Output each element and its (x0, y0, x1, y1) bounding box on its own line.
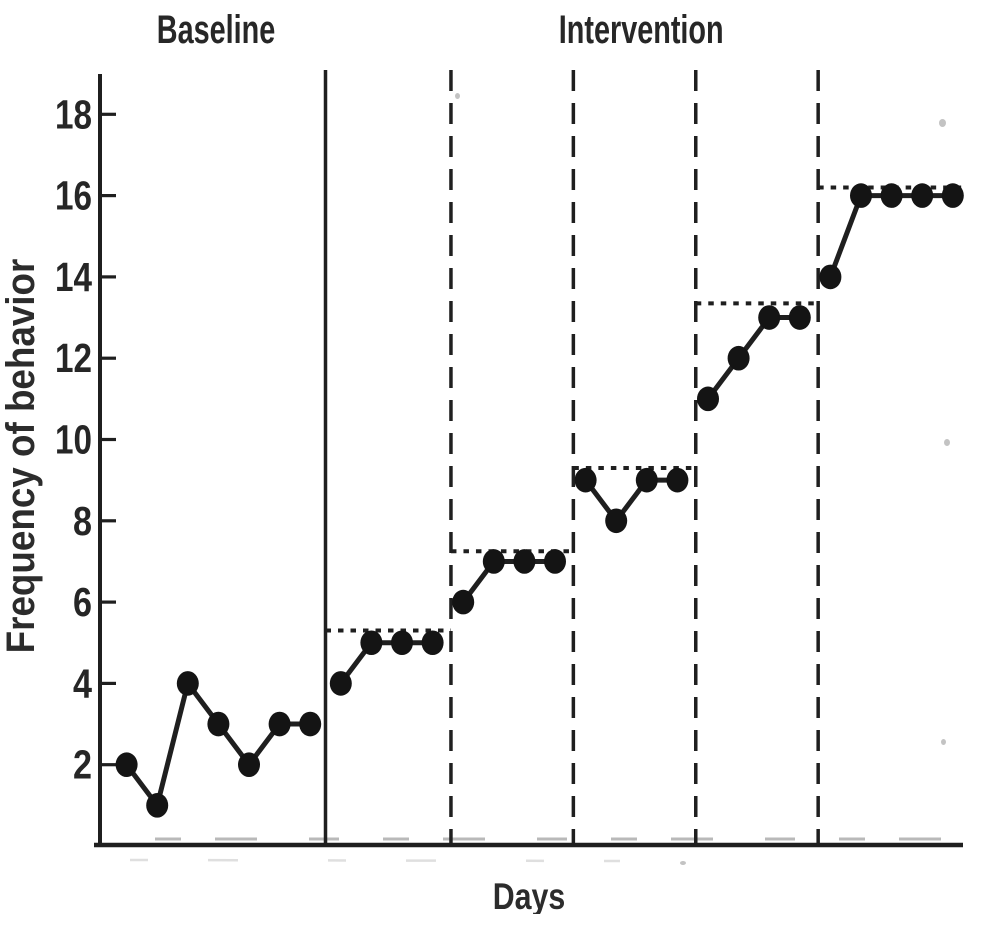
scan-speck (939, 119, 946, 127)
data-point (268, 711, 291, 737)
y-tick-label: 8 (73, 498, 92, 544)
scan-artifact-line (129, 858, 621, 863)
data-point (544, 549, 566, 574)
data-point (635, 467, 658, 493)
y-tick-label: 12 (55, 335, 92, 381)
data-point (850, 183, 872, 208)
data-point (482, 549, 505, 574)
data-point (697, 386, 719, 412)
data-point (176, 671, 199, 696)
phase-label-baseline: Baseline (156, 8, 276, 52)
data-point (146, 793, 169, 818)
y-axis-title: Frequency of behavior (0, 258, 43, 654)
data-point (391, 630, 413, 656)
data-point (360, 630, 383, 656)
data-point (758, 305, 781, 330)
scan-speck (680, 861, 686, 865)
y-tick-label: 14 (55, 254, 92, 300)
scan-speck (941, 739, 946, 745)
data-series-line (124, 680, 313, 808)
data-series-line (705, 315, 803, 402)
scan-speck (944, 439, 950, 446)
data-point (788, 305, 811, 330)
data-point (329, 671, 352, 696)
data-point (819, 264, 842, 290)
data-point (666, 467, 689, 493)
phase-label-intervention: Intervention (558, 8, 724, 52)
data-point (207, 711, 230, 737)
y-tick-label: 16 (55, 173, 92, 219)
data-series-line (338, 640, 436, 686)
data-series-line (460, 558, 558, 605)
y-tick-label: 18 (55, 91, 92, 137)
y-tick-label: 10 (55, 417, 92, 463)
data-point (238, 752, 260, 777)
data-point (115, 752, 138, 777)
data-point (299, 711, 322, 737)
y-tick-label: 4 (73, 660, 92, 706)
x-axis-title-clip: Days (444, 876, 614, 914)
data-point (880, 183, 903, 208)
data-point (941, 183, 964, 208)
y-tick-label: 2 (73, 742, 92, 788)
data-point (421, 630, 444, 656)
y-tick-label: 6 (73, 579, 92, 625)
data-series-line (583, 477, 680, 524)
scan-speck (455, 93, 460, 99)
data-point (452, 589, 475, 615)
x-axis-title: Days (492, 876, 566, 914)
data-point (574, 467, 597, 493)
data-point (727, 345, 750, 371)
data-point (605, 508, 628, 534)
data-point (911, 183, 934, 208)
data-point (513, 549, 536, 574)
